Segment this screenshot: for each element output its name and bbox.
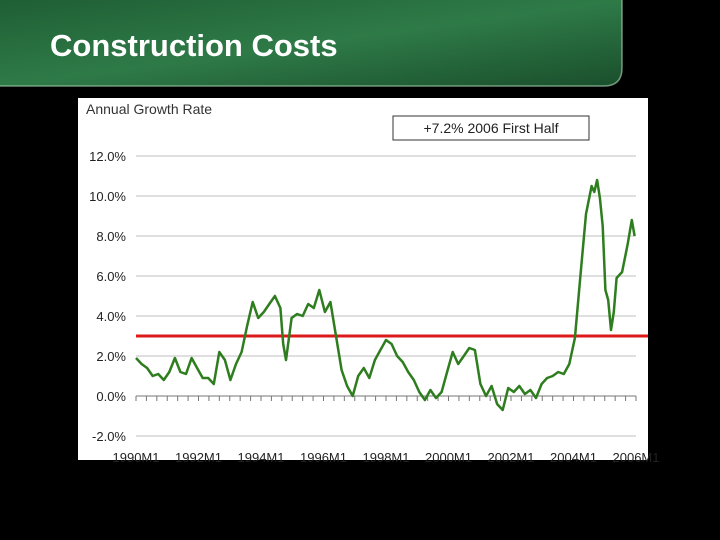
y-tick-label: 2.0% <box>96 349 126 364</box>
y-tick-label: 8.0% <box>96 229 126 244</box>
x-tick-label: 2000M1 <box>425 450 472 465</box>
x-tick-label: 2004M1 <box>550 450 597 465</box>
x-tick-label: 2002M1 <box>488 450 535 465</box>
y-tick-label: 4.0% <box>96 309 126 324</box>
y-tick-label: 6.0% <box>96 269 126 284</box>
y-tick-label: 12.0% <box>89 149 126 164</box>
annotation-box: +7.2% 2006 First Half <box>392 115 590 141</box>
y-axis-label: Annual Growth Rate <box>86 101 212 117</box>
series-line <box>135 178 636 412</box>
y-tick-label: 10.0% <box>89 189 126 204</box>
x-tick-label: 1996M1 <box>300 450 347 465</box>
title-banner <box>0 0 623 87</box>
x-tick-label: 1998M1 <box>363 450 410 465</box>
x-tick-label: 1990M1 <box>113 450 160 465</box>
growth-chart: Annual Growth Rate +7.2% 2006 First Half… <box>78 98 660 465</box>
x-tick-labels: 1990M1 1992M1 1994M1 1996M1 1998M1 2000M1 2002… <box>113 450 660 465</box>
y-tick-label: -2.0% <box>92 429 126 444</box>
x-tick-label: 2006M1 <box>613 450 660 465</box>
y-tick-label: 0.0% <box>96 389 126 404</box>
slide-title: Construction Costs <box>50 28 338 63</box>
y-tick-labels: 12.0% 10.0% 8.0% 6.0% 4.0% 2.0% 0.0% -2.0% <box>89 149 126 444</box>
plot-background <box>78 98 648 460</box>
x-tick-marks <box>135 396 637 401</box>
x-tick-label: 1994M1 <box>238 450 285 465</box>
x-tick-label: 1992M1 <box>175 450 222 465</box>
annotation-text: +7.2% 2006 First Half <box>423 120 558 136</box>
